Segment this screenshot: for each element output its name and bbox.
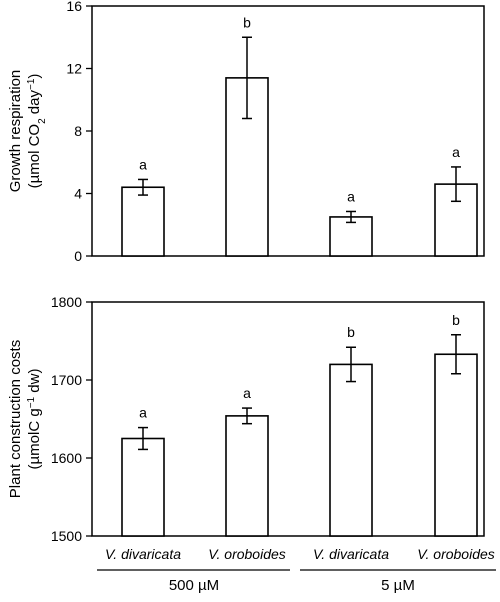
- bar: [225, 415, 269, 537]
- group-label-5uM: 5 µM: [381, 577, 415, 594]
- y-axis-label-part: ): [26, 74, 43, 79]
- y-axis-label-part: 2: [37, 118, 48, 124]
- significance-letter: a: [139, 156, 147, 172]
- y-axis-label-line2: (µmol CO2 day−1): [26, 74, 48, 189]
- y-axis-label: Plant construction costs (µmolC g−1 dw): [7, 340, 43, 498]
- y-tick-label: 1700: [51, 372, 82, 388]
- bar: [121, 437, 165, 537]
- y-axis-label-part: (µmolC g: [26, 408, 43, 469]
- y-tick-label: 12: [66, 61, 82, 77]
- y-tick-label: 8: [74, 123, 82, 139]
- group-label-500uM: 500 µM: [169, 577, 219, 594]
- y-axis-label-part: −1: [26, 396, 37, 408]
- y-axis-label-part: dw): [26, 369, 43, 397]
- significance-letter: b: [243, 14, 251, 30]
- y-tick-label: 0: [74, 248, 82, 264]
- y-tick-label: 4: [74, 186, 82, 202]
- x-category-label: V. divaricata: [313, 546, 389, 562]
- y-axis-label-line1: Plant construction costs: [7, 340, 24, 498]
- y-axis-label-part: day: [26, 90, 43, 119]
- y-tick-label: 1500: [51, 528, 82, 544]
- x-category-label: V. oroboides: [417, 546, 495, 562]
- bar: [329, 216, 373, 257]
- significance-letter: b: [452, 312, 460, 328]
- significance-letter: a: [243, 385, 251, 401]
- x-axis-labels: V. divaricata V. oroboides V. divaricata V.…: [97, 546, 496, 594]
- y-axis-label-part: (µmol CO: [26, 124, 43, 188]
- plot-frame: [91, 301, 485, 537]
- x-category-label: V. oroboides: [208, 546, 286, 562]
- bar: [121, 186, 165, 257]
- y-tick-label: 1600: [51, 450, 82, 466]
- y-axis-label-line2: (µmolC g−1 dw): [26, 369, 44, 470]
- y-axis-label-line1: Growth respiration: [7, 70, 24, 193]
- y-axis-label-part: −1: [26, 78, 37, 90]
- panel-2: 1500 1600 1700 1800 Plant construction costs…: [7, 294, 485, 544]
- panel-1: 0 4 8 12 16 Growth respiration (µmol CO2 day−1…: [7, 0, 485, 264]
- significance-letter: a: [347, 188, 355, 204]
- bar: [329, 363, 373, 537]
- x-category-label: V. divaricata: [105, 546, 181, 562]
- significance-letter: a: [139, 405, 147, 421]
- bar: [434, 353, 478, 537]
- y-axis-label: Growth respiration (µmol CO2 day−1): [7, 70, 48, 193]
- significance-letter: b: [347, 324, 355, 340]
- significance-letter: a: [452, 144, 460, 160]
- y-tick-label: 16: [66, 0, 82, 14]
- y-tick-label: 1800: [51, 294, 82, 310]
